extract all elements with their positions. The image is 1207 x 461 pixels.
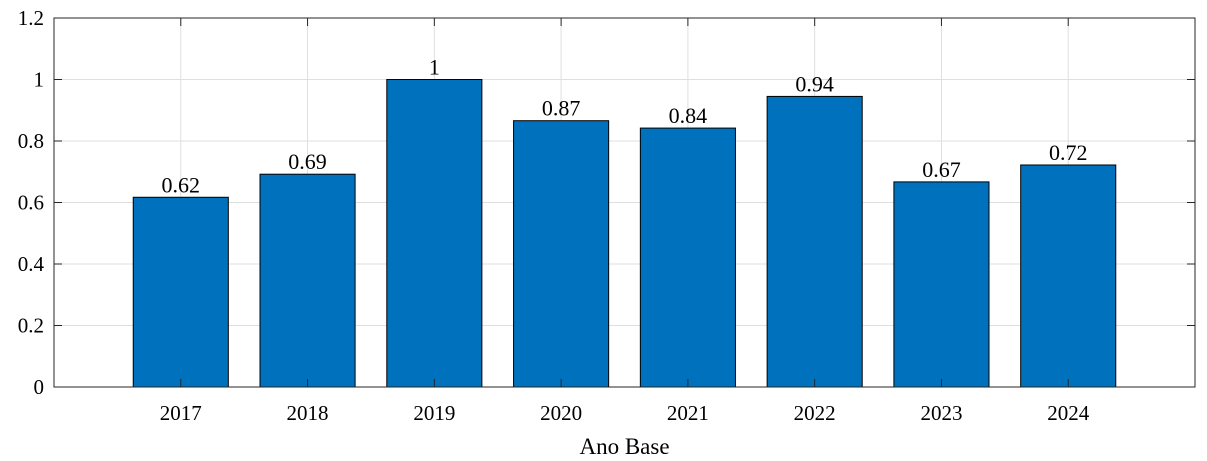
x-tick-label-2020: 2020 [540, 401, 582, 425]
x-tick-label-2019: 2019 [413, 401, 455, 425]
bar-value-label-2024: 0.72 [1049, 140, 1088, 165]
y-tick-label: 0.4 [18, 252, 45, 276]
x-tick-label-2023: 2023 [920, 401, 962, 425]
bar-2018 [259, 173, 356, 388]
y-tick-label: 1 [34, 68, 45, 92]
x-tick-label-2024: 2024 [1047, 401, 1090, 425]
x-tick-labels: 2017 2018 2019 2020 2021 2022 2023 2024 [160, 401, 1090, 425]
y-tick-label: 0.6 [18, 191, 44, 215]
x-tick-label-2022: 2022 [794, 401, 836, 425]
bar-value-label-2018: 0.69 [288, 149, 327, 174]
bar-value-label-2022: 0.94 [795, 71, 834, 96]
bar-2024 [1020, 164, 1117, 388]
bar-value-label-2020: 0.87 [542, 96, 581, 121]
bar-value-label-2017: 0.62 [162, 172, 201, 197]
bar-2022 [766, 95, 863, 388]
bar-2020 [513, 120, 610, 388]
y-tick-label: 0.8 [18, 129, 44, 153]
bars [132, 79, 1117, 388]
y-tick-label: 0.2 [18, 314, 44, 338]
x-tick-label-2021: 2021 [667, 401, 709, 425]
x-tick-label-2018: 2018 [287, 401, 329, 425]
y-tick-label: 1.2 [18, 6, 44, 30]
y-tick-labels: 0 0.2 0.4 0.6 0.8 1 1.2 [18, 6, 45, 399]
bar-2019 [386, 79, 483, 388]
bar-value-labels: 0.62 0.69 1 0.87 0.84 0.94 0.67 0.72 [162, 55, 1088, 198]
bar-value-label-2019: 1 [429, 55, 440, 80]
y-tick-label: 0 [34, 375, 45, 399]
x-tick-label-2017: 2017 [160, 401, 202, 425]
bar-2017 [132, 196, 229, 388]
axis-ticks [54, 17, 1195, 388]
bar-value-label-2021: 0.84 [669, 103, 708, 128]
bar-2021 [639, 127, 736, 388]
x-axis-label: Ano Base [579, 434, 669, 459]
bar-value-label-2023: 0.67 [922, 157, 961, 182]
bar-2023 [893, 181, 990, 388]
